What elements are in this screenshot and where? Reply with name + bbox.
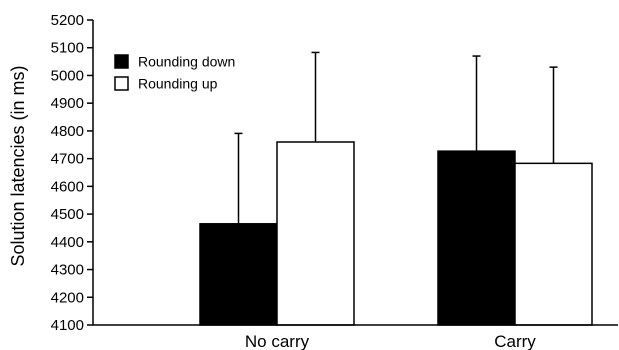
x-category-label: No carry — [245, 332, 310, 350]
y-tick-label: 5100 — [51, 40, 84, 57]
y-axis: 4100 4200 4300 4400 4500 4600 4700 4800 4900 5000… — [51, 12, 94, 334]
y-tick-label: 4800 — [51, 123, 84, 140]
bar-rounding-up — [276, 141, 355, 326]
y-tick-label: 4300 — [51, 262, 84, 279]
y-tick-label: 5200 — [51, 12, 84, 29]
y-tick-label: 4100 — [51, 317, 84, 334]
x-axis: No carry Carry — [93, 324, 618, 350]
y-tick-label: 4600 — [51, 178, 84, 195]
y-tick-label: 4400 — [51, 234, 84, 251]
legend-label: Rounding up — [138, 76, 218, 92]
legend-swatch — [114, 54, 129, 69]
bar-rounding-up — [514, 162, 593, 326]
y-axis-title: Solution latencies (in ms) — [8, 65, 28, 266]
legend-swatch — [114, 76, 129, 91]
y-tick-label: 4900 — [51, 95, 84, 112]
x-category-label: Carry — [494, 332, 536, 350]
y-tick-label: 4500 — [51, 206, 84, 223]
bars — [199, 51, 593, 326]
y-tick-label: 5000 — [51, 67, 84, 84]
bar-rounding-down — [199, 223, 278, 326]
y-tick-label: 4200 — [51, 289, 84, 306]
bar-rounding-down — [437, 150, 516, 326]
legend: Rounding down Rounding up — [114, 54, 235, 92]
y-tick-label: 4700 — [51, 151, 84, 168]
legend-label: Rounding down — [138, 54, 235, 70]
